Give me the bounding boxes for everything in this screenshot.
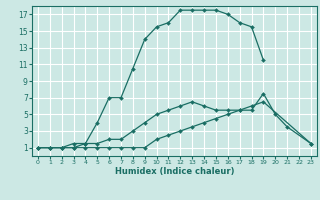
X-axis label: Humidex (Indice chaleur): Humidex (Indice chaleur) xyxy=(115,167,234,176)
